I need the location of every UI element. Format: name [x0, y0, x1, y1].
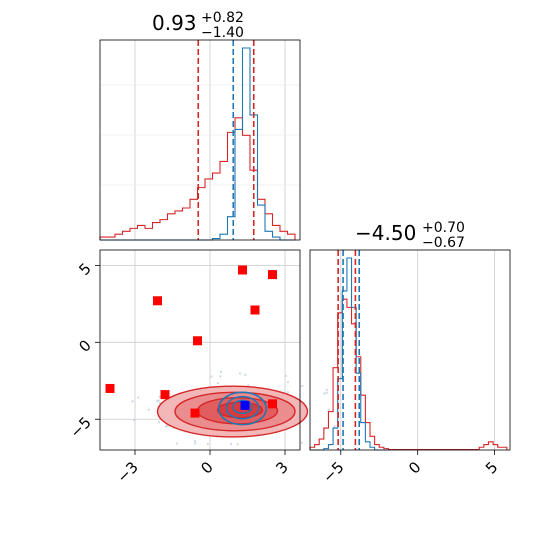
- scatter-sample-point: [325, 388, 328, 391]
- scatter-y-tick-label: 0: [75, 336, 94, 355]
- red-square-marker: [238, 265, 247, 275]
- scatter-sample-point: [131, 400, 134, 403]
- top-hist-title: 0.93 +0.82 −1.40: [152, 7, 249, 41]
- red-square-marker: [268, 270, 277, 280]
- right-hist-x-ticks: −5 0 5: [319, 450, 501, 486]
- scatter-sample-point: [327, 408, 330, 411]
- scatter-sample-point: [164, 425, 167, 428]
- scatter-sample-point: [284, 374, 287, 377]
- scatter-sample-point: [230, 443, 233, 446]
- scatter-x-tick-label: −3: [113, 458, 141, 486]
- scatter-sample-point: [286, 391, 289, 394]
- red-square-marker: [105, 383, 115, 393]
- scatter-sample-point: [157, 421, 160, 424]
- scatter-sample-point: [194, 442, 197, 445]
- red-square-marker: [160, 390, 170, 400]
- scatter-sample-point: [206, 443, 209, 446]
- scatter-sample-point: [300, 441, 303, 444]
- panel-top-left: 0.93 +0.82 −1.40: [99, 7, 301, 241]
- top-hist-quantile-lines: [197, 40, 255, 240]
- scatter-sample-point: [156, 400, 159, 403]
- scatter-y-tick-label: −5: [66, 413, 94, 441]
- panel-bottom-left: −3 0 3 5 0 −5: [66, 249, 336, 486]
- scatter-markers: [105, 265, 277, 418]
- scatter-sample-point: [193, 440, 196, 443]
- right-hist-series-line: [309, 298, 390, 450]
- red-square-marker: [190, 408, 200, 418]
- right-hist-quantile-lines: [337, 250, 361, 450]
- scatter-sample-point: [333, 425, 336, 428]
- scatter-x-tick-label: 0: [197, 458, 216, 477]
- right-hist-series-line: [310, 257, 389, 451]
- scatter-sample-point: [216, 382, 219, 385]
- scatter-y-tick-label: 5: [75, 259, 94, 278]
- scatter-sample-point: [247, 384, 250, 387]
- right-hist-tail-line: [478, 441, 508, 450]
- red-square-marker: [193, 336, 202, 346]
- right-hist-frame: [309, 249, 511, 451]
- scatter-sample-point: [210, 375, 213, 378]
- right-hist-tick-label: −5: [319, 458, 347, 486]
- red-square-marker: [250, 305, 260, 315]
- scatter-sample-point: [133, 419, 136, 422]
- scatter-x-ticks: −3 0 3: [113, 450, 292, 486]
- blue-square-marker: [240, 400, 250, 410]
- red-contour: [216, 401, 264, 419]
- scatter-sample-point: [166, 424, 169, 427]
- scatter-sample-point: [159, 402, 162, 405]
- blue-contour: [225, 395, 260, 420]
- panel-bottom-right: −4.50 +0.70 −0.67 −5 0 5: [309, 217, 511, 486]
- right-hist-tick-label: 0: [405, 458, 424, 477]
- top-hist-frame: [99, 39, 301, 241]
- scatter-sample-point: [219, 375, 222, 378]
- scatter-sample-point: [158, 395, 161, 398]
- scatter-sample-point: [244, 373, 247, 376]
- right-hist-grid: [340, 250, 496, 450]
- scatter-sample-point: [176, 442, 179, 445]
- red-square-marker: [268, 399, 277, 409]
- scatter-sample-point: [286, 381, 289, 384]
- scatter-frame: [99, 249, 301, 451]
- scatter-sample-point: [147, 408, 150, 411]
- top-hist-grid: [100, 40, 300, 240]
- scatter-sample-point: [236, 443, 239, 446]
- scatter-sample-point: [238, 372, 241, 375]
- red-square-marker: [153, 296, 162, 306]
- scatter-sample-point: [325, 391, 328, 394]
- scatter-x-tick-label: 3: [272, 458, 291, 477]
- scatter-sample-point: [301, 385, 304, 388]
- right-hist-tick-label: 5: [482, 458, 501, 477]
- scatter-y-ticks: 5 0 −5: [66, 259, 100, 442]
- right-hist-series: [309, 257, 508, 451]
- scatter-sample-point: [220, 370, 223, 373]
- right-hist-title: −4.50 +0.70 −0.67: [355, 217, 470, 251]
- blue-contour: [232, 399, 253, 415]
- blue-contours: [217, 391, 268, 426]
- scatter-sample-point: [157, 399, 160, 402]
- blue-contour: [217, 391, 268, 426]
- scatter-sample-point: [137, 396, 140, 399]
- scatter-sample-point: [323, 392, 326, 395]
